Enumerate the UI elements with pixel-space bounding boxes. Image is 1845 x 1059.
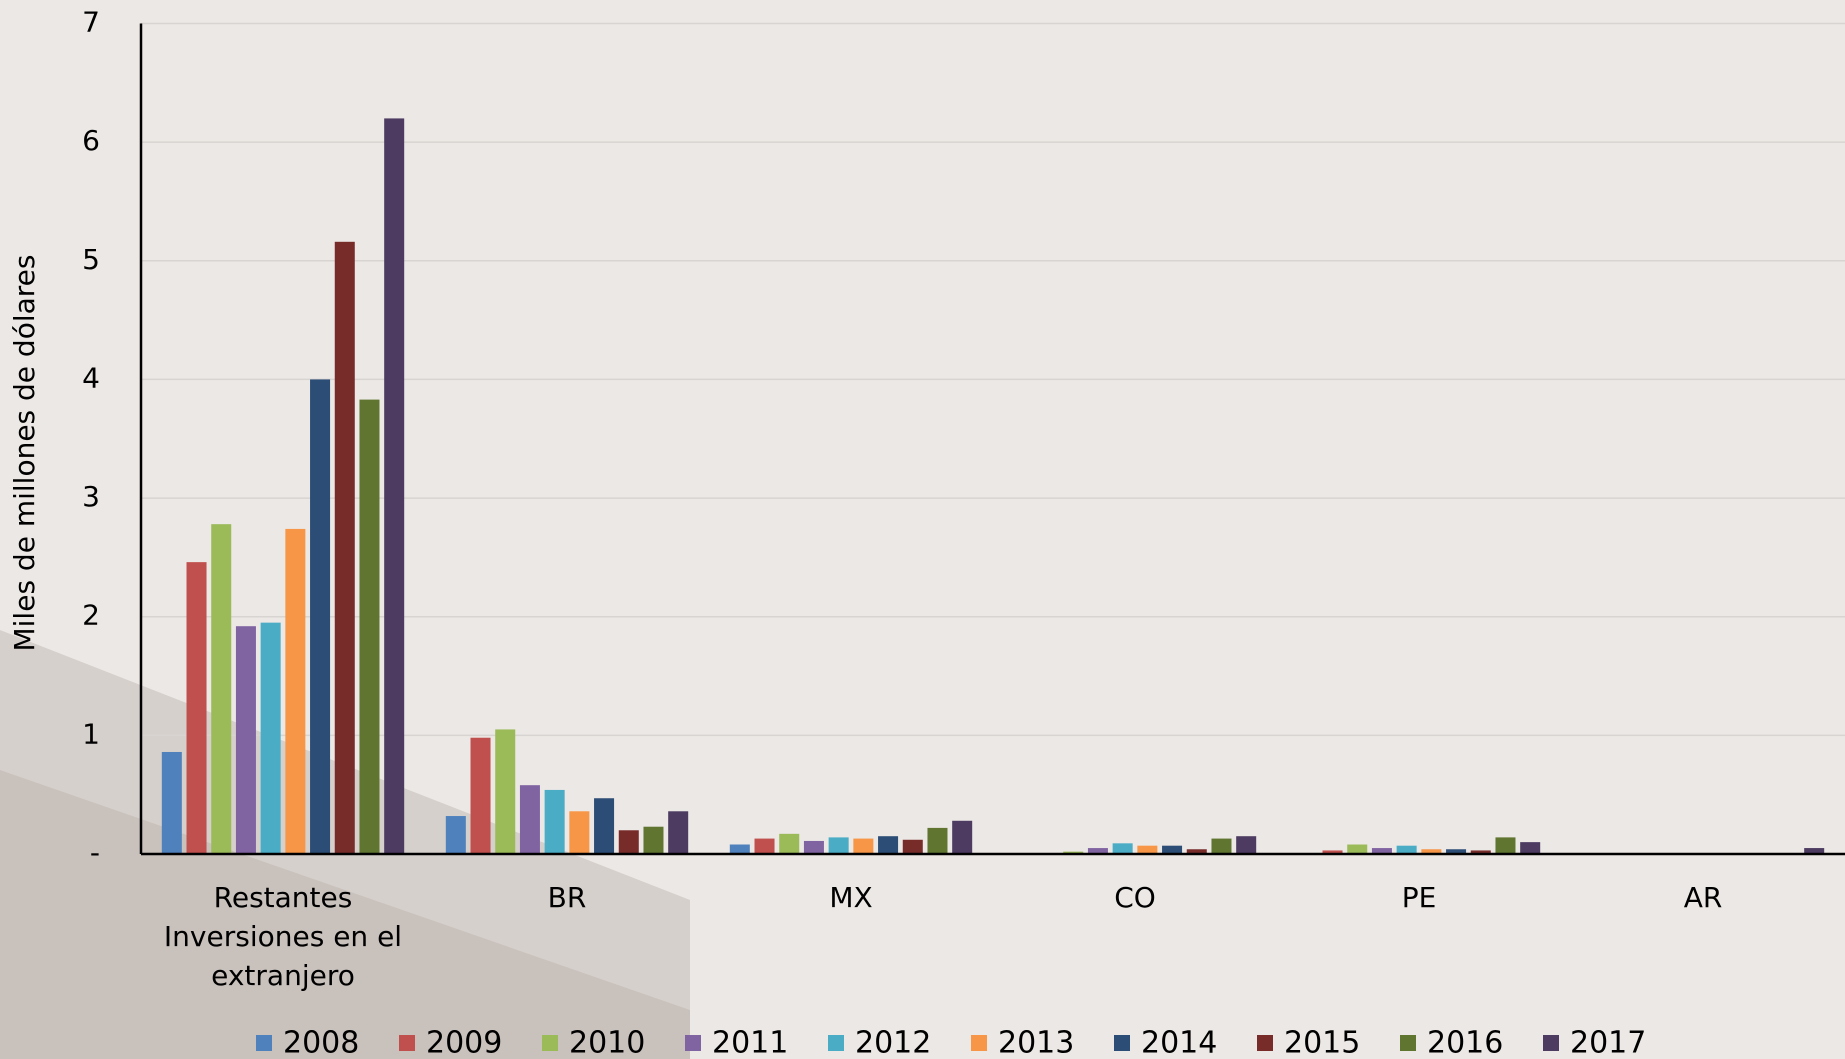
bar [569,811,590,854]
bar [1470,850,1491,854]
bar [285,528,306,854]
bar [186,562,207,854]
bar [211,524,232,854]
bar [1112,843,1133,854]
y-tick-label: 4 [82,361,100,394]
y-axis-label: Miles de millones de dólares [8,255,41,652]
bar [359,399,380,854]
legend-label: 2012 [855,1026,931,1059]
legend-label: 2013 [998,1026,1074,1059]
bar [643,826,664,854]
legend-label: 2017 [1570,1026,1646,1059]
legend-label: 2010 [569,1026,645,1059]
legend-swatch [971,1035,987,1051]
bar [334,241,355,854]
bar [618,830,639,854]
legend-label: 2014 [1141,1026,1217,1059]
x-tick-label: BR [547,881,587,914]
y-tick-label: 3 [82,480,100,513]
bar [1211,838,1232,854]
bar [594,798,615,854]
bar [902,839,923,854]
bar [495,729,516,854]
legend-swatch [542,1035,558,1051]
bar [952,820,973,854]
bar [1186,849,1207,854]
legend-swatch [1543,1035,1559,1051]
bar [1236,836,1257,854]
legend-label: 2011 [712,1026,788,1059]
y-tick-label: - [90,836,100,869]
bar [927,827,948,854]
bar [470,737,491,854]
x-tick-label: Restantes Inversiones en el extranjero [163,881,403,992]
legend-swatch [1114,1035,1130,1051]
x-tick-label: AR [1683,881,1723,914]
bar [1137,845,1158,854]
bar [729,844,750,854]
legend-label: 2015 [1284,1026,1360,1059]
x-tick-label: MX [829,881,873,914]
y-tick-label: 6 [82,124,100,157]
bar [1804,848,1825,854]
bar [1446,849,1467,854]
x-tick-label: PE [1401,881,1437,914]
bar [544,789,565,854]
bar [878,836,899,854]
bar [1087,848,1108,854]
bar [384,118,405,854]
x-tick-label: CO [1114,881,1156,914]
y-tick-label: 2 [82,599,100,632]
y-tick-label: 7 [82,6,100,39]
legend-swatch [685,1035,701,1051]
bar [1347,844,1368,854]
legend-label: 2016 [1427,1026,1503,1059]
bar [519,785,540,854]
legend-swatch [1400,1035,1416,1051]
bar [1371,848,1392,854]
bar [779,833,800,854]
bar [1421,849,1442,854]
bar [754,838,775,854]
bar [853,838,874,854]
legend-swatch [256,1035,272,1051]
bar [668,811,689,854]
y-tick-label: 1 [82,717,100,750]
bar [1520,842,1541,854]
y-tick-label: 5 [82,243,100,276]
bar [803,840,824,854]
legend-label: 2008 [283,1026,359,1059]
bar [828,837,849,854]
bar [1322,850,1343,854]
bar [1495,837,1516,854]
legend-swatch [1257,1035,1273,1051]
bar [1396,845,1417,854]
bar [310,379,331,854]
legend-label: 2009 [426,1026,502,1059]
bar [235,626,256,854]
legend-swatch [828,1035,844,1051]
bar [260,622,281,854]
legend-swatch [399,1035,415,1051]
bar [161,751,182,854]
bar [445,816,466,854]
bar [1162,845,1183,854]
